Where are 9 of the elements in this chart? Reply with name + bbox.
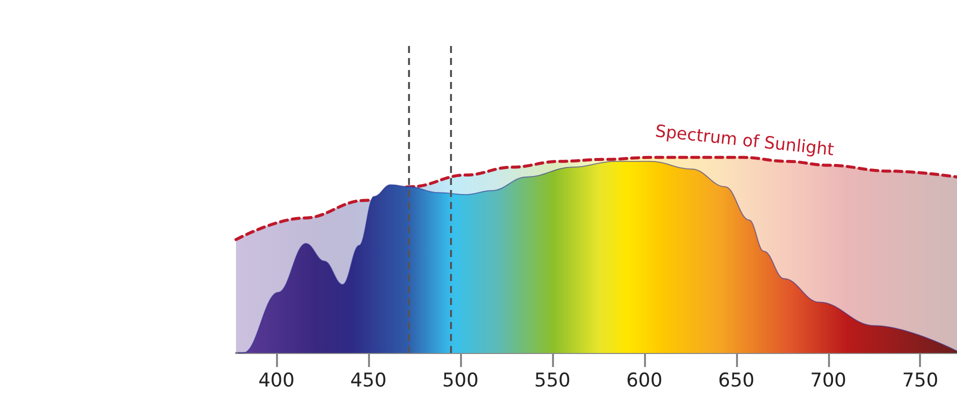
x-tick-label: 750 [902,370,938,392]
x-tick-label: 600 [626,370,662,392]
x-tick-label: 450 [350,370,387,392]
x-tick-label: 400 [258,370,295,392]
x-tick-label: 650 [718,370,754,392]
text: Spectrum of Sunlight [654,122,836,160]
x-tick-label: 500 [442,370,479,392]
x-tick-label: 550 [534,370,570,392]
x-tick-label: 700 [810,370,846,392]
